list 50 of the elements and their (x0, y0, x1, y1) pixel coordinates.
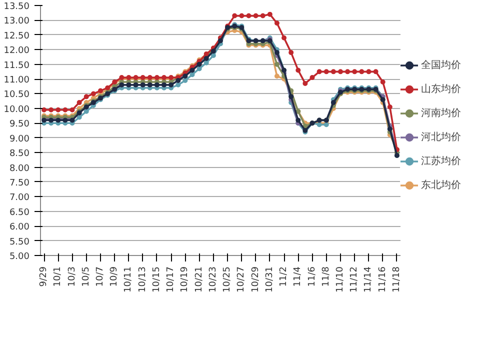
y-tick-label: 10.00 (4, 104, 30, 115)
y-tick-label: 9.50 (9, 120, 30, 130)
x-tick-label: 10/17 (166, 266, 176, 292)
x-tick-label: 10/15 (152, 266, 162, 292)
y-tick-label: 13.00 (4, 16, 30, 27)
y-tick-label: 13.50 (4, 2, 30, 12)
y-tick-label: 12.50 (4, 31, 30, 42)
legend-label: 全国均价 (421, 59, 461, 72)
legend-label: 江苏均价 (421, 154, 461, 168)
x-tick-label: 11/18 (392, 266, 402, 292)
x-tick-label: 10/5 (81, 266, 92, 287)
y-tick-label: 5.50 (9, 237, 30, 248)
y-tick-label: 7.00 (9, 193, 30, 204)
y-tick-label: 6.00 (9, 222, 30, 233)
x-tick-label: 11/8 (321, 266, 332, 287)
y-tick-label: 9.00 (9, 134, 30, 144)
x-tick-label: 10/9 (110, 266, 120, 287)
x-tick-label: 11/6 (307, 266, 318, 287)
x-tick-label: 10/29 (250, 266, 261, 292)
legend-label: 山东均价 (421, 82, 461, 96)
y-tick-label: 8.50 (9, 149, 30, 160)
x-tick-label: 10/25 (222, 266, 233, 292)
x-tick-label: 11/16 (378, 266, 388, 292)
y-tick-label: 11.50 (4, 60, 30, 71)
x-tick-label: 11/10 (336, 266, 346, 292)
y-tick-label: 12.00 (4, 46, 30, 56)
x-tick-label: 10/27 (236, 266, 247, 292)
x-tick-label: 10/13 (138, 266, 148, 292)
x-tick-label: 10/11 (124, 266, 134, 292)
y-tick-label: 8.00 (9, 164, 30, 174)
legend-label: 河北均价 (421, 130, 461, 144)
x-tick-label: 10/31 (264, 266, 275, 292)
legend-label: 东北均价 (421, 178, 461, 192)
x-tick-label: 11/4 (293, 266, 304, 287)
x-tick-label: 10/7 (96, 266, 106, 287)
x-tick-label: 10/23 (208, 266, 218, 292)
y-tick-label: 6.50 (9, 208, 30, 218)
x-tick-label: 11/2 (279, 266, 290, 287)
x-tick-label: 11/14 (364, 266, 374, 292)
y-tick-label: 7.50 (9, 178, 30, 188)
y-tick-label: 5.00 (9, 252, 30, 262)
x-tick-label: 11/12 (350, 266, 360, 292)
x-tick-label: 10/3 (67, 266, 78, 287)
y-tick-label: 10.50 (4, 90, 30, 100)
legend-label: 河南均价 (421, 106, 461, 120)
x-tick-label: 9/29 (39, 266, 50, 287)
x-tick-label: 10/1 (53, 266, 64, 287)
x-tick-label: 10/19 (180, 266, 190, 292)
x-tick-label: 10/21 (194, 266, 204, 292)
y-tick-label: 11.00 (4, 76, 30, 86)
